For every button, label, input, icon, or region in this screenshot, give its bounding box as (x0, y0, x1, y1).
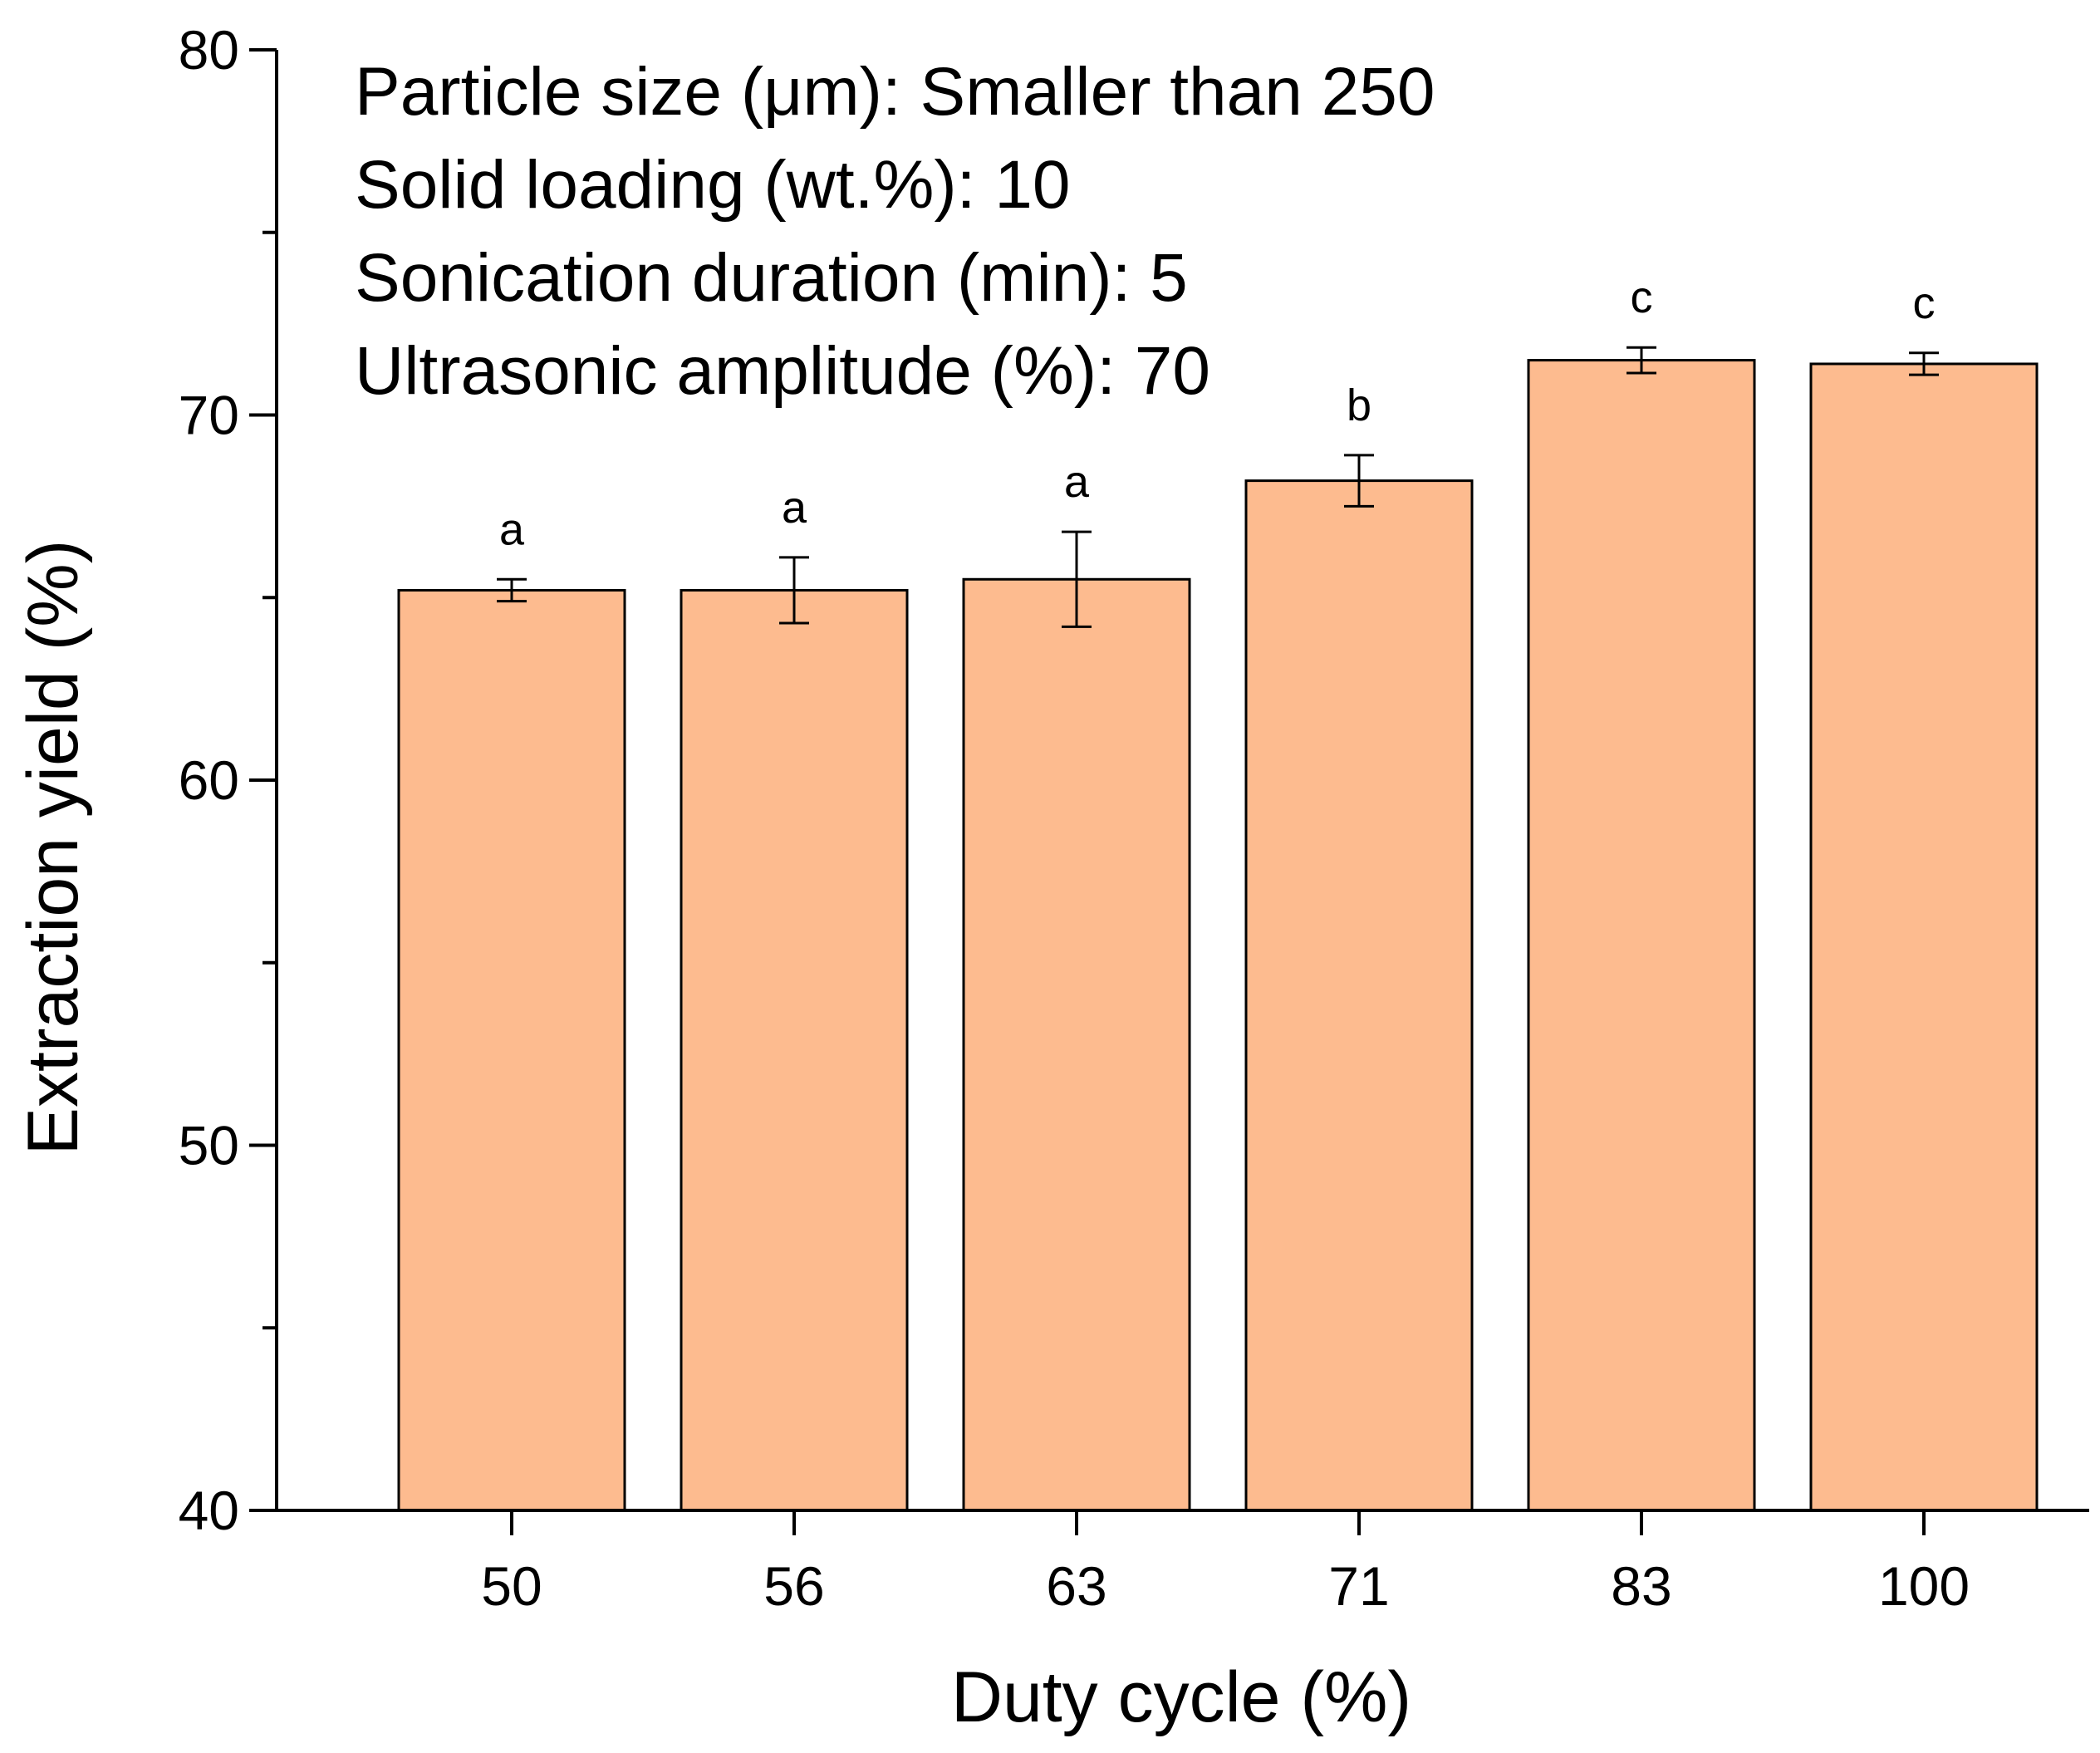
x-axis-title: Duty cycle (%) (951, 1657, 1411, 1737)
bar-50 (397, 588, 626, 1512)
y-tick-label-80: 80 (179, 19, 239, 81)
annotation-line-2: Solid loading (wt.%): 10 (355, 147, 1070, 223)
y-tick-label-60: 60 (179, 749, 239, 811)
significance-label-56: a (782, 483, 807, 533)
y-tick-label-40: 40 (179, 1480, 239, 1541)
significance-label-50: a (499, 504, 525, 554)
bar-56 (680, 588, 909, 1512)
significance-letters: a a a b c c (499, 273, 1936, 554)
x-tick-label-50: 50 (481, 1555, 542, 1617)
significance-label-63: a (1064, 457, 1090, 507)
bar-100 (1809, 362, 2039, 1512)
bar-83 (1527, 359, 1756, 1512)
bars (397, 359, 2039, 1512)
y-axis-title: Extraction yield (%) (13, 540, 93, 1156)
annotation-line-1: Particle size (μm): Smaller than 250 (355, 54, 1435, 130)
x-tick-label-63: 63 (1046, 1555, 1106, 1617)
significance-label-71: b (1347, 381, 1371, 430)
bar-71 (1244, 479, 1474, 1512)
significance-label-83: c (1631, 273, 1653, 322)
condition-annotations: Particle size (μm): Smaller than 250 Sol… (355, 54, 1435, 409)
annotation-line-3: Sonication duration (min): 5 (355, 240, 1188, 316)
x-tick-label-100: 100 (1878, 1555, 1970, 1617)
y-tick-label-50: 50 (179, 1115, 239, 1176)
x-tick-label-83: 83 (1611, 1555, 1671, 1617)
bar-63 (962, 577, 1191, 1512)
y-tick-label-70: 70 (179, 385, 239, 446)
significance-label-100: c (1913, 278, 1936, 328)
error-bars (497, 346, 1939, 628)
axes: 40 50 60 70 80 50 56 63 71 83 100 (179, 19, 2089, 1617)
x-tick-label-71: 71 (1328, 1555, 1389, 1617)
annotation-line-4: Ultrasonic amplitude (%): 70 (355, 333, 1210, 409)
x-tick-label-56: 56 (763, 1555, 824, 1617)
